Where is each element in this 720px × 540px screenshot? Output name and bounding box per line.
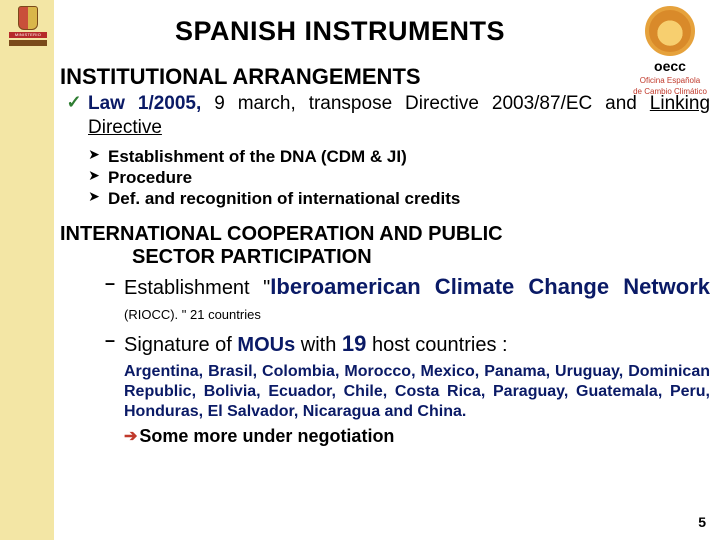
check-icon: ✓	[60, 92, 88, 114]
item2-b: MOUs	[237, 334, 295, 356]
section-heading-2: INTERNATIONAL COOPERATION AND PUBLIC SEC…	[60, 223, 710, 269]
item2-a: Signature of	[124, 334, 237, 356]
triangle-icon: ➤	[80, 188, 108, 205]
item1-b: Iberoamerican Climate Change Network	[270, 274, 710, 299]
slide-body: INSTITUTIONAL ARRANGEMENTS ✓ Law 1/2005,…	[60, 64, 710, 447]
sub-item: ➤ Def. and recognition of international …	[80, 188, 710, 209]
dash-icon: –	[96, 273, 124, 295]
triangle-icon: ➤	[80, 167, 108, 184]
coop-item-1: – Establishment "Iberoamerican Climate C…	[96, 273, 710, 326]
coop-line2: SECTOR PARTICIPATION	[60, 246, 710, 269]
countries-list: Argentina, Brasil, Colombia, Morocco, Me…	[124, 362, 710, 422]
more-item: ➔ Some more under negotiation	[124, 426, 710, 447]
sub-item: ➤ Establishment of the DNA (CDM & JI)	[80, 146, 710, 167]
item2-d: 19	[342, 331, 366, 356]
page-number: 5	[698, 514, 706, 530]
globe-icon	[645, 6, 695, 56]
law-item: ✓ Law 1/2005, 9 march, transpose Directi…	[60, 92, 710, 140]
more-text: Some more under negotiation	[139, 426, 394, 447]
triangle-icon: ➤	[80, 146, 108, 163]
law-label: Law 1/2005,	[88, 93, 201, 114]
item2-c: with	[295, 334, 342, 356]
sub-text: Establishment of the DNA (CDM & JI)	[108, 146, 710, 167]
ministry-crest: MINISTERIO	[8, 6, 48, 50]
section-heading-1: INSTITUTIONAL ARRANGEMENTS	[60, 64, 710, 90]
slide-title: SPANISH INSTRUMENTS	[70, 16, 610, 47]
sub-text: Def. and recognition of international cr…	[108, 188, 710, 209]
sub-item: ➤ Procedure	[80, 167, 710, 188]
sub-text: Procedure	[108, 167, 710, 188]
arrow-icon: ➔	[124, 426, 137, 446]
side-stripe	[0, 0, 54, 540]
coop-line1: INTERNATIONAL COOPERATION AND PUBLIC	[60, 223, 503, 245]
law-text-a: 9 march, transpose Directive 2003/87/EC …	[201, 93, 650, 114]
dash-icon: –	[96, 330, 124, 352]
crest-band: MINISTERIO	[9, 32, 47, 38]
item1-a: Establishment "	[124, 277, 270, 299]
item1-c: (RIOCC). " 21 countries	[124, 307, 261, 322]
item2-e: host countries :	[366, 334, 507, 356]
coop-item-2: – Signature of MOUs with 19 host countri…	[96, 330, 710, 358]
